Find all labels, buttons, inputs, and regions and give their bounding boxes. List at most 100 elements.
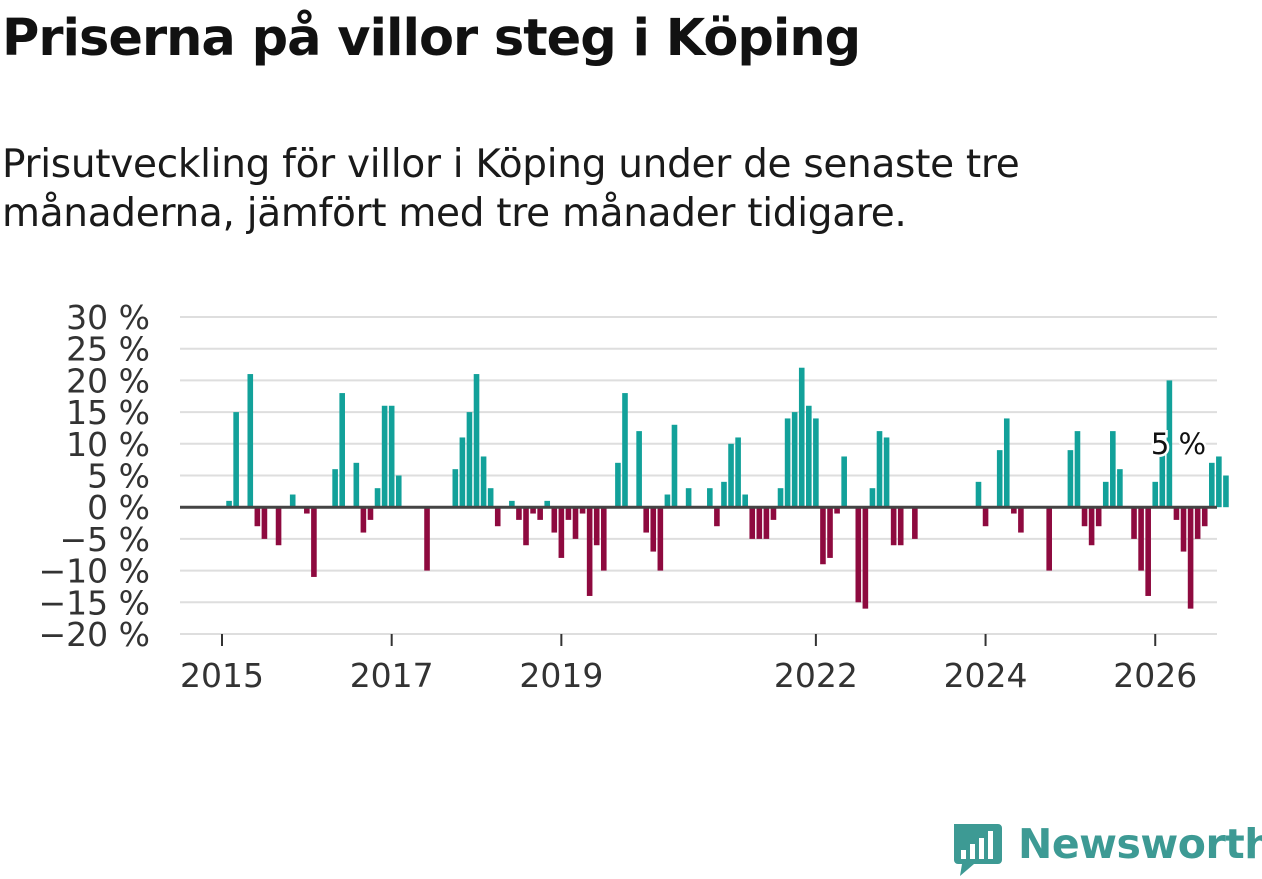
bar bbox=[798, 367, 805, 508]
x-tick-label: 2022 bbox=[774, 656, 858, 695]
bar bbox=[558, 507, 565, 558]
bar bbox=[473, 374, 480, 508]
bar bbox=[876, 431, 883, 508]
bar bbox=[452, 469, 459, 508]
bar bbox=[1011, 507, 1017, 514]
bar bbox=[353, 462, 360, 508]
bar bbox=[742, 494, 748, 508]
bar bbox=[777, 488, 784, 508]
bar bbox=[869, 488, 876, 508]
x-axis bbox=[180, 505, 1217, 646]
bar bbox=[233, 412, 239, 508]
y-tick-label: −10 % bbox=[39, 552, 151, 591]
bar bbox=[841, 456, 847, 508]
bar bbox=[784, 418, 791, 508]
bar bbox=[1067, 450, 1074, 508]
bar bbox=[247, 374, 254, 508]
bar bbox=[1018, 507, 1024, 533]
bar bbox=[332, 469, 338, 508]
bar bbox=[537, 507, 543, 520]
bar bbox=[912, 507, 918, 539]
x-tick-label: 2015 bbox=[180, 656, 264, 695]
bar bbox=[671, 424, 678, 508]
bar bbox=[1159, 450, 1166, 508]
bar bbox=[770, 507, 777, 520]
bar bbox=[1173, 507, 1180, 520]
bar bbox=[636, 431, 642, 508]
bar bbox=[721, 481, 727, 508]
bar bbox=[1095, 507, 1102, 527]
bar bbox=[735, 437, 741, 508]
bar bbox=[1074, 431, 1081, 508]
bar bbox=[381, 405, 388, 508]
y-tick-label: −15 % bbox=[39, 583, 151, 622]
y-tick-label: −20 % bbox=[39, 615, 151, 654]
bar bbox=[311, 507, 317, 577]
bar bbox=[714, 507, 720, 527]
bar bbox=[834, 507, 840, 514]
bar bbox=[749, 507, 756, 539]
bar bbox=[1131, 507, 1137, 539]
bar bbox=[890, 507, 897, 546]
bar bbox=[1166, 380, 1173, 508]
bar bbox=[1216, 456, 1222, 508]
y-tick-label: 30 % bbox=[66, 298, 150, 337]
bar bbox=[254, 507, 261, 527]
y-tick-label: 15 % bbox=[66, 393, 150, 432]
bar bbox=[791, 412, 798, 508]
y-tick-label: 5 % bbox=[87, 457, 150, 496]
bar bbox=[813, 418, 819, 508]
bar bbox=[509, 500, 515, 508]
y-tick-label: 25 % bbox=[66, 330, 150, 369]
bar bbox=[289, 494, 296, 508]
bar bbox=[806, 405, 812, 508]
bar bbox=[226, 500, 232, 508]
bar bbox=[395, 475, 402, 508]
bar bbox=[424, 507, 430, 571]
bar bbox=[1180, 507, 1187, 552]
bar bbox=[756, 507, 763, 539]
latest-value-label: 5 % bbox=[1151, 427, 1206, 461]
x-axis-labels: 2015 2017 2019 2022 2024 2026 bbox=[180, 656, 1197, 695]
bar bbox=[897, 507, 904, 546]
bar bbox=[1187, 507, 1194, 609]
brand-name: Newsworthy bbox=[1018, 820, 1262, 868]
bar bbox=[883, 437, 890, 508]
bar bbox=[261, 507, 268, 539]
x-tick-label: 2024 bbox=[944, 656, 1028, 695]
bar bbox=[551, 507, 558, 533]
bar bbox=[975, 481, 982, 508]
bar bbox=[1046, 507, 1052, 571]
bar bbox=[685, 488, 692, 508]
bar bbox=[615, 462, 621, 508]
bar bbox=[565, 507, 572, 520]
bar bbox=[367, 507, 374, 520]
brand-logo: Newsworthy bbox=[950, 818, 1262, 878]
bar bbox=[360, 507, 367, 533]
bar bbox=[530, 507, 536, 514]
bar bbox=[487, 488, 494, 508]
bar bbox=[388, 405, 395, 508]
bar bbox=[650, 507, 657, 552]
page-subtitle: Prisutveckling för villor i Köping under… bbox=[2, 142, 1020, 236]
bar bbox=[523, 507, 529, 546]
price-change-bar-chart: 30 %25 %20 %15 %10 %5 %0 %−5 %−10 %−15 %… bbox=[39, 298, 1229, 695]
bar bbox=[593, 507, 600, 546]
bar bbox=[480, 456, 487, 508]
bar bbox=[1003, 418, 1010, 508]
bar bbox=[643, 507, 649, 533]
bar bbox=[707, 488, 713, 508]
bar bbox=[622, 393, 628, 508]
bar bbox=[996, 450, 1003, 508]
bar bbox=[820, 507, 826, 565]
bar bbox=[855, 507, 862, 603]
bar bbox=[1117, 469, 1123, 508]
y-tick-label: 0 % bbox=[87, 488, 150, 527]
bar bbox=[494, 507, 501, 527]
bar bbox=[600, 507, 607, 571]
bar bbox=[1152, 481, 1159, 508]
bar bbox=[544, 500, 551, 508]
page-title: Priserna på villor steg i Köping bbox=[2, 9, 861, 68]
bar bbox=[1201, 507, 1208, 527]
newsworthy-chart-icon bbox=[954, 824, 1002, 876]
